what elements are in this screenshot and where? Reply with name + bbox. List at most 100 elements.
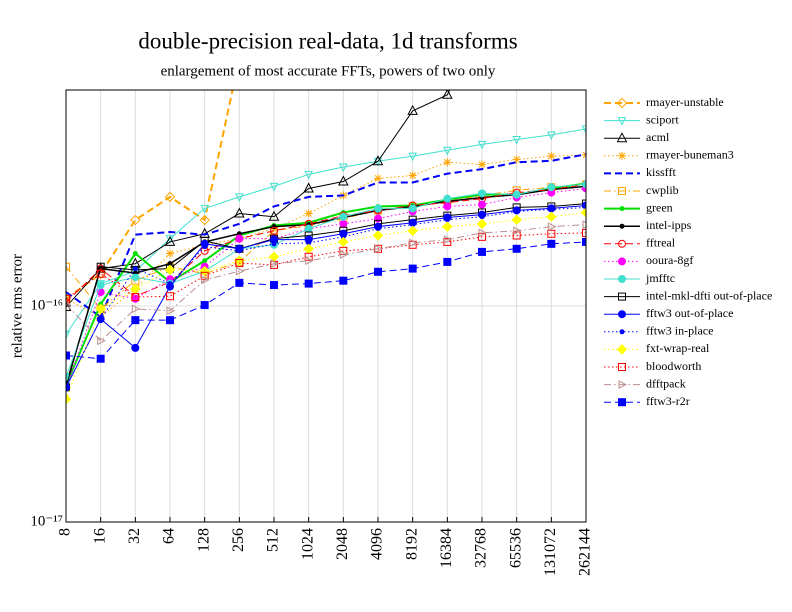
legend-label: rmayer-buneman3 <box>646 148 734 162</box>
series-line <box>66 185 586 386</box>
marker <box>130 214 141 226</box>
marker <box>164 264 176 276</box>
x-tick-label: 256 <box>230 528 247 552</box>
legend-label: fftw3-r2r <box>646 394 690 408</box>
marker <box>407 225 418 236</box>
marker <box>131 294 140 303</box>
x-tick-label: 128 <box>195 528 212 552</box>
marker <box>476 218 488 230</box>
legend-marker <box>618 310 626 319</box>
x-tick-label: 262144 <box>577 528 594 576</box>
marker <box>513 226 522 236</box>
marker <box>200 204 209 214</box>
marker <box>512 190 521 199</box>
marker <box>408 152 417 162</box>
marker <box>304 209 313 218</box>
marker <box>582 237 586 246</box>
marker <box>164 191 176 203</box>
legend: rmayer-unstable sciport acml rmayer-buneman… <box>604 95 772 408</box>
marker <box>442 221 453 232</box>
legend-label: sciport <box>646 112 679 126</box>
x-tick-label: 65536 <box>507 528 524 568</box>
marker <box>131 316 140 325</box>
chart-title: double-precision real-data, 1d transform… <box>138 28 517 53</box>
marker <box>131 304 141 314</box>
marker <box>304 224 313 233</box>
marker <box>478 189 486 198</box>
x-tick-label: 16 <box>91 528 108 544</box>
marker <box>235 278 244 287</box>
marker <box>304 279 313 288</box>
marker <box>303 182 314 193</box>
x-tick-label: 32768 <box>473 528 490 568</box>
marker <box>166 249 174 258</box>
legend-label: intel-mkl-dfti out-of-place <box>646 288 772 302</box>
x-tick-label: 8192 <box>403 528 420 560</box>
marker <box>201 275 210 285</box>
legend-label: bloodworth <box>646 359 701 373</box>
marker <box>478 20 487 28</box>
legend-label: ooura-8gf <box>646 253 693 267</box>
marker <box>303 243 314 255</box>
marker <box>95 303 106 315</box>
marker <box>548 206 554 212</box>
marker <box>408 204 417 213</box>
series-line <box>66 154 586 318</box>
series-line <box>66 90 234 300</box>
series-line <box>66 128 586 335</box>
marker <box>512 244 521 253</box>
marker <box>131 273 140 282</box>
legend-label: fxt-wrap-real <box>646 341 710 355</box>
series-line <box>66 182 586 386</box>
marker <box>269 182 279 192</box>
marker <box>97 336 106 346</box>
marker <box>271 241 277 247</box>
marker <box>66 294 70 303</box>
series-line <box>66 224 586 342</box>
marker <box>339 212 348 221</box>
marker <box>339 250 349 259</box>
marker <box>547 229 556 238</box>
marker <box>202 258 208 264</box>
marker <box>582 220 586 229</box>
marker <box>408 171 417 180</box>
legend-label: rmayer-unstable <box>646 95 724 109</box>
marker <box>339 163 348 173</box>
marker <box>478 228 488 238</box>
marker <box>374 174 382 183</box>
legend-label: fftw3 out-of-place <box>646 306 733 320</box>
marker <box>66 394 72 405</box>
marker <box>66 330 71 340</box>
x-tick-label: 4096 <box>369 528 386 560</box>
marker <box>131 343 140 352</box>
marker <box>512 231 521 240</box>
marker <box>443 235 453 244</box>
marker <box>372 230 384 241</box>
marker <box>547 131 556 140</box>
marker <box>580 207 586 218</box>
x-tick-label: 8 <box>57 528 74 536</box>
series-line <box>66 183 586 303</box>
marker <box>409 238 418 248</box>
legend-label: cwplib <box>646 183 679 197</box>
legend-label: dfftpack <box>646 376 686 390</box>
marker <box>270 281 278 290</box>
marker <box>443 194 452 203</box>
marker <box>132 251 138 257</box>
marker <box>547 222 557 231</box>
marker <box>478 247 486 256</box>
marker <box>443 257 452 266</box>
marker <box>478 160 486 169</box>
marker <box>131 293 140 302</box>
marker <box>235 259 244 268</box>
marker <box>442 90 453 99</box>
marker <box>443 158 452 167</box>
marker <box>511 214 522 225</box>
marker <box>96 269 105 278</box>
marker <box>374 214 382 223</box>
marker <box>164 235 176 246</box>
y-tick-label: 10⁻¹⁶ <box>30 297 63 313</box>
legend-marker <box>618 380 628 389</box>
marker <box>167 281 173 287</box>
